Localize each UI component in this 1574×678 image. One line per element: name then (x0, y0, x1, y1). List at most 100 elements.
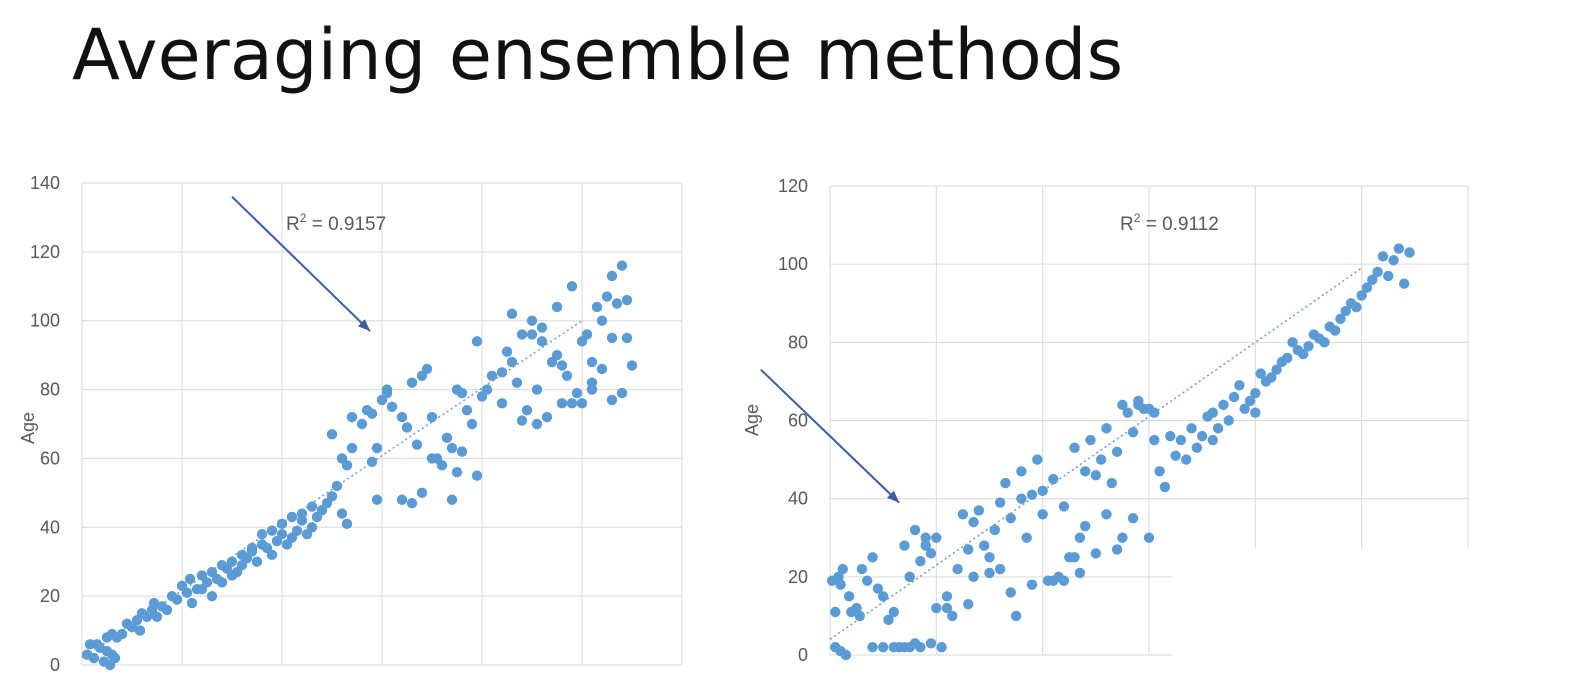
data-point (616, 387, 628, 399)
data-point (1207, 434, 1218, 446)
data-point (586, 384, 598, 395)
r-squared-annotation: R2 = 0.9112 (1120, 211, 1219, 235)
data-point (426, 411, 438, 423)
data-point (920, 532, 931, 543)
data-point (1367, 274, 1378, 285)
y-tick-label: 80 (788, 332, 808, 352)
data-point (877, 591, 889, 602)
data-point (1127, 513, 1139, 524)
data-point (1080, 520, 1091, 532)
data-point (1037, 485, 1048, 497)
data-point (406, 497, 418, 509)
data-point (461, 405, 473, 416)
y-tick-label: 60 (788, 411, 808, 431)
data-point (1287, 337, 1298, 348)
data-point (276, 528, 288, 540)
data-point (1090, 548, 1102, 559)
data-point (1080, 466, 1091, 477)
data-point (606, 394, 618, 406)
data-point (366, 408, 378, 419)
data-point (496, 367, 508, 378)
data-point (341, 460, 353, 471)
data-point (1329, 325, 1341, 336)
data-point (952, 563, 963, 575)
data-point (566, 398, 578, 409)
scatter-chart-right: 0 20 40 60 80 100 120 Age R2 = 0.9112 (742, 176, 1469, 665)
data-point (611, 298, 623, 309)
y-tick-label: 40 (40, 517, 60, 537)
data-point (496, 398, 508, 409)
data-point (531, 418, 543, 430)
data-point (1175, 434, 1187, 446)
data-point (963, 598, 974, 610)
data-point (596, 363, 608, 375)
data-point (915, 641, 926, 653)
data-point (346, 442, 358, 454)
data-point (266, 549, 278, 561)
data-point (1000, 477, 1011, 489)
data-point (626, 360, 638, 371)
y-axis-label: Age (742, 404, 762, 436)
data-point (1404, 247, 1415, 258)
data-point (1058, 575, 1070, 586)
data-point (1282, 352, 1293, 364)
data-point (1058, 501, 1070, 512)
data-point (888, 606, 899, 618)
data-point (1271, 364, 1282, 375)
data-point (915, 556, 926, 567)
data-point (1340, 305, 1351, 317)
data-point (1212, 423, 1224, 434)
data-point (843, 591, 855, 602)
data-point (526, 329, 538, 340)
y-tick-label: 20 (40, 586, 60, 606)
data-point (1069, 442, 1080, 454)
grid (829, 185, 1469, 656)
data-point (1372, 266, 1383, 278)
data-point (286, 511, 298, 523)
y-tick-label: 0 (50, 655, 60, 675)
data-point (541, 411, 553, 423)
data-point (371, 494, 383, 505)
data-point (621, 332, 633, 344)
data-point (581, 329, 593, 340)
data-point (456, 387, 468, 399)
data-point (1393, 243, 1405, 254)
data-point (1361, 282, 1373, 293)
data-point (436, 460, 448, 471)
data-point (411, 439, 423, 450)
data-point (1159, 481, 1171, 493)
data-point (506, 356, 518, 368)
data-point (925, 548, 937, 559)
data-point (931, 532, 942, 543)
data-point (837, 563, 848, 575)
data-point (883, 614, 894, 626)
data-point (1218, 399, 1229, 411)
data-point (973, 505, 985, 516)
data-point (936, 641, 947, 653)
data-point (1111, 544, 1123, 555)
data-point (947, 610, 958, 622)
data-point (226, 570, 238, 581)
data-point (116, 628, 128, 640)
data-point (586, 356, 598, 368)
data-point (1239, 403, 1250, 414)
data-point (406, 377, 418, 388)
data-point (88, 652, 100, 664)
data-point (1048, 575, 1059, 586)
data-point (1181, 454, 1192, 465)
data-point (296, 508, 308, 519)
data-point (471, 336, 483, 347)
data-point (994, 497, 1006, 508)
data-point (1037, 509, 1048, 520)
data-point (516, 329, 528, 340)
data-point (1186, 423, 1197, 434)
scatter-chart-left: 0 20 40 60 80 100 120 140 Age R2 = 0.9157 (18, 173, 683, 675)
y-tick-label: 120 (30, 242, 60, 262)
data-point (856, 563, 868, 575)
data-point (171, 594, 183, 605)
data-point (456, 446, 468, 457)
y-tick-label: 100 (30, 311, 60, 331)
data-point (516, 415, 528, 426)
data-point (426, 453, 438, 464)
data-point (356, 418, 368, 430)
